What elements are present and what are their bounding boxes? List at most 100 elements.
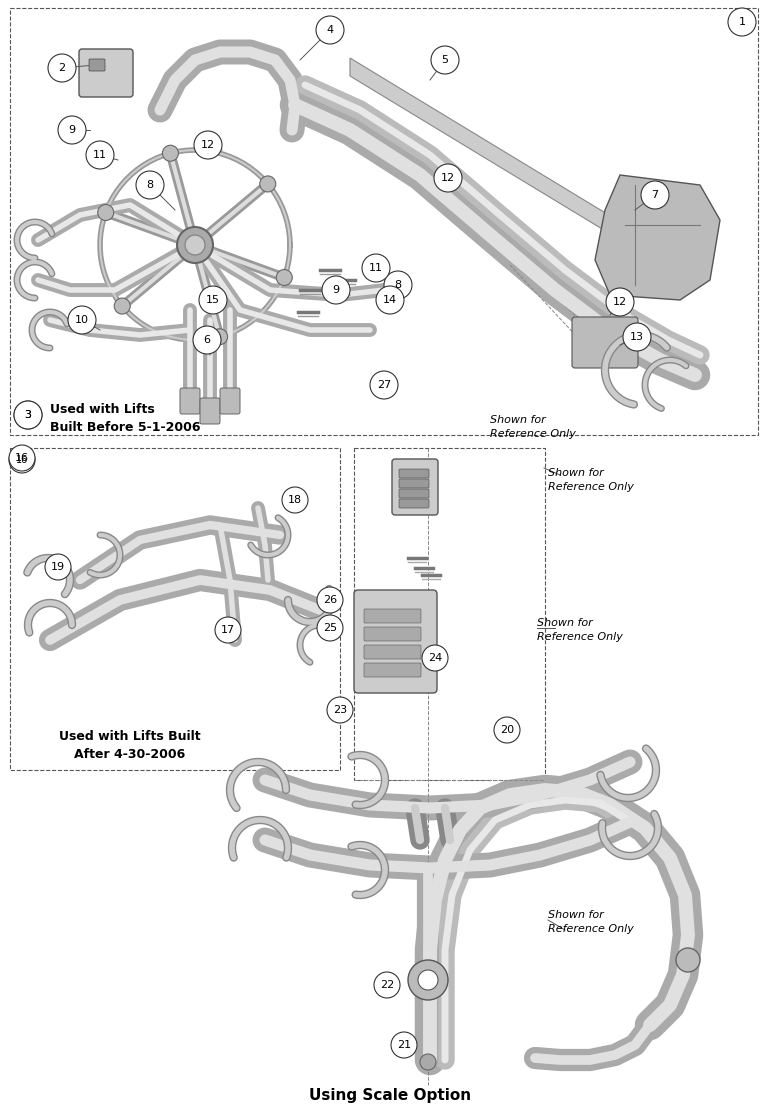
- FancyBboxPatch shape: [89, 59, 105, 71]
- Text: Used with Lifts
Built Before 5-1-2006: Used with Lifts Built Before 5-1-2006: [50, 403, 200, 434]
- Text: 27: 27: [377, 380, 391, 390]
- Text: 24: 24: [428, 653, 442, 663]
- Text: Used with Lifts Built
After 4-30-2006: Used with Lifts Built After 4-30-2006: [59, 730, 200, 761]
- FancyBboxPatch shape: [364, 627, 421, 641]
- Circle shape: [185, 235, 205, 255]
- Text: Shown for
Reference Only: Shown for Reference Only: [537, 618, 623, 642]
- Text: 11: 11: [369, 263, 383, 273]
- Text: 11: 11: [93, 150, 107, 160]
- FancyBboxPatch shape: [354, 590, 437, 693]
- Circle shape: [136, 171, 164, 199]
- Text: 7: 7: [651, 190, 658, 200]
- Circle shape: [370, 372, 398, 399]
- Text: 17: 17: [221, 625, 235, 635]
- Text: 22: 22: [380, 980, 394, 990]
- FancyBboxPatch shape: [572, 317, 638, 368]
- FancyBboxPatch shape: [364, 663, 421, 676]
- FancyBboxPatch shape: [79, 49, 133, 96]
- Circle shape: [418, 970, 438, 990]
- Circle shape: [177, 227, 213, 263]
- FancyBboxPatch shape: [200, 398, 220, 424]
- Text: 4: 4: [327, 26, 334, 35]
- Text: Shown for
Reference Only: Shown for Reference Only: [548, 468, 634, 492]
- Text: 20: 20: [500, 725, 514, 735]
- Circle shape: [86, 141, 114, 169]
- Circle shape: [362, 254, 390, 282]
- Circle shape: [327, 696, 353, 723]
- Circle shape: [162, 145, 179, 161]
- Text: 16: 16: [15, 452, 29, 462]
- Circle shape: [14, 401, 42, 429]
- Circle shape: [431, 45, 459, 74]
- FancyBboxPatch shape: [392, 459, 438, 515]
- Polygon shape: [350, 58, 650, 258]
- Text: 8: 8: [147, 180, 154, 190]
- Circle shape: [641, 181, 669, 208]
- FancyBboxPatch shape: [364, 609, 421, 623]
- Text: 12: 12: [613, 297, 627, 307]
- Circle shape: [9, 447, 35, 474]
- Text: 9: 9: [332, 285, 339, 295]
- Text: 19: 19: [51, 562, 65, 572]
- Circle shape: [48, 54, 76, 82]
- Circle shape: [68, 306, 96, 334]
- Text: 25: 25: [323, 623, 337, 633]
- Circle shape: [14, 401, 42, 429]
- Circle shape: [316, 16, 344, 44]
- Circle shape: [422, 645, 448, 671]
- Text: 14: 14: [383, 295, 397, 305]
- Text: 10: 10: [75, 315, 89, 325]
- Circle shape: [9, 445, 35, 471]
- Circle shape: [384, 271, 412, 299]
- FancyBboxPatch shape: [399, 499, 429, 508]
- Text: 18: 18: [288, 495, 302, 505]
- Text: 21: 21: [397, 1040, 411, 1050]
- FancyBboxPatch shape: [399, 469, 429, 478]
- Circle shape: [114, 298, 130, 314]
- Text: 23: 23: [333, 705, 347, 715]
- Text: 26: 26: [323, 596, 337, 606]
- Text: 1: 1: [739, 17, 746, 27]
- Circle shape: [434, 164, 462, 192]
- Circle shape: [317, 587, 343, 613]
- Circle shape: [215, 617, 241, 643]
- Circle shape: [98, 204, 114, 221]
- FancyBboxPatch shape: [399, 479, 429, 488]
- Circle shape: [391, 1032, 417, 1058]
- Text: Using Scale Option: Using Scale Option: [309, 1088, 471, 1103]
- Text: 13: 13: [630, 332, 644, 342]
- Circle shape: [623, 323, 651, 352]
- Circle shape: [282, 487, 308, 513]
- Circle shape: [676, 948, 700, 971]
- Circle shape: [376, 286, 404, 314]
- Text: Shown for
Reference Only: Shown for Reference Only: [490, 415, 576, 439]
- Text: 3: 3: [24, 410, 31, 420]
- Text: 12: 12: [441, 173, 455, 183]
- Text: 12: 12: [201, 140, 215, 150]
- Text: 3: 3: [24, 410, 31, 420]
- Text: Shown for
Reference Only: Shown for Reference Only: [548, 910, 634, 934]
- Circle shape: [276, 269, 292, 285]
- FancyBboxPatch shape: [180, 388, 200, 414]
- Circle shape: [494, 718, 520, 743]
- Circle shape: [408, 960, 448, 1000]
- Text: 9: 9: [69, 125, 76, 135]
- Circle shape: [58, 116, 86, 144]
- Circle shape: [260, 176, 276, 192]
- Text: 8: 8: [395, 279, 402, 289]
- Circle shape: [728, 8, 756, 35]
- Circle shape: [194, 131, 222, 159]
- FancyBboxPatch shape: [399, 489, 429, 498]
- Text: 2: 2: [58, 63, 66, 73]
- Text: 16: 16: [16, 455, 28, 465]
- Circle shape: [317, 615, 343, 641]
- Circle shape: [420, 1054, 436, 1070]
- Circle shape: [211, 328, 228, 345]
- Circle shape: [374, 971, 400, 998]
- Circle shape: [199, 286, 227, 314]
- Circle shape: [193, 326, 221, 354]
- FancyBboxPatch shape: [364, 645, 421, 659]
- Text: 6: 6: [204, 335, 211, 345]
- Circle shape: [45, 554, 71, 580]
- Text: 5: 5: [441, 55, 448, 65]
